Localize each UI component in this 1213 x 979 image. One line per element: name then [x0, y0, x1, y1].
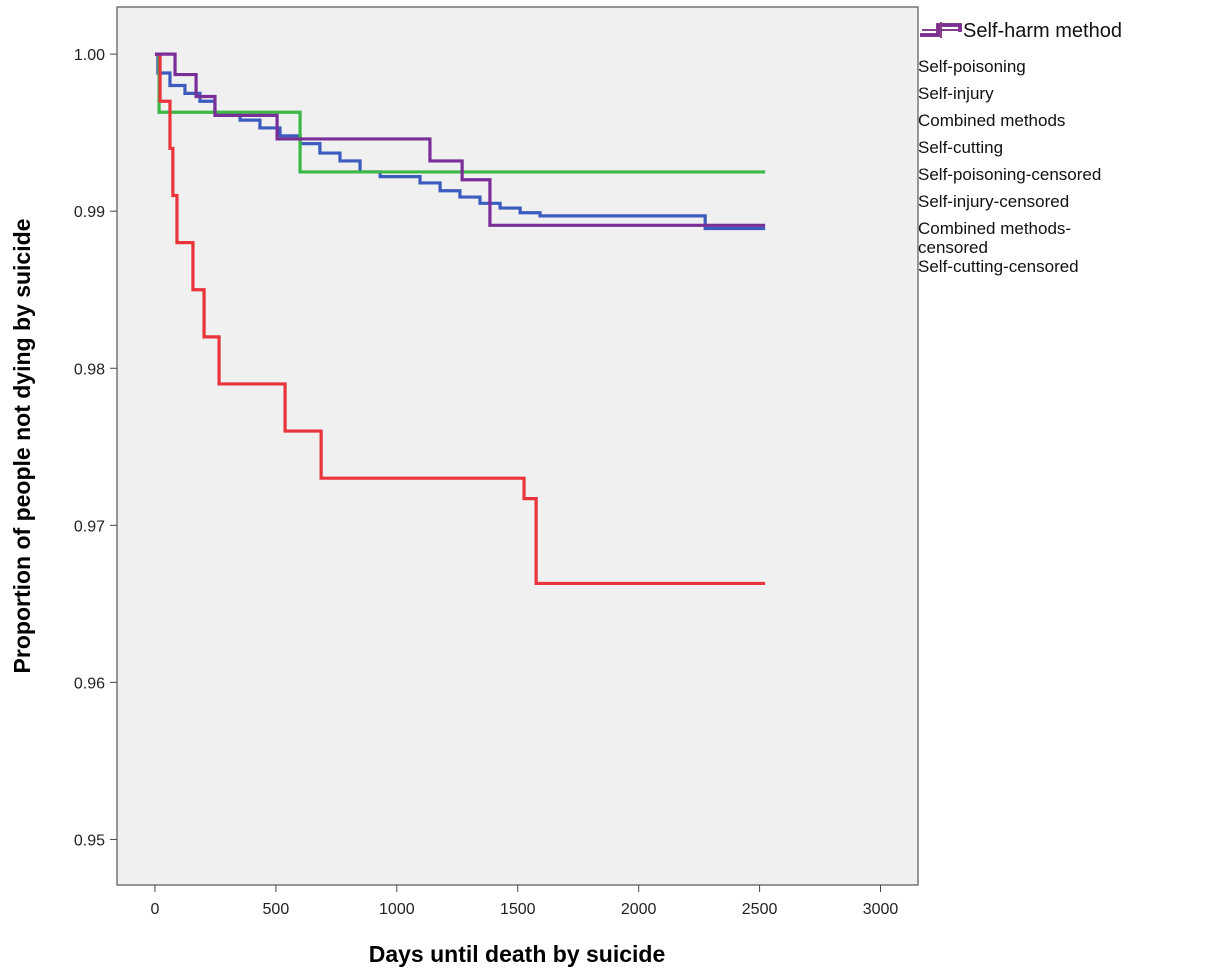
legend-item: Self-poisoning [918, 23, 1208, 84]
legend-item: Self-poisoning-censored [918, 22, 1208, 192]
x-tick-label: 1500 [500, 901, 536, 918]
legend-label: Self-cutting-censored [918, 257, 1079, 276]
x-tick-label: 2500 [742, 901, 778, 918]
legend-title: Self-harm method [963, 20, 1122, 42]
x-tick-label: 1000 [379, 901, 415, 918]
x-tick-label: 500 [263, 901, 290, 918]
x-tick-label: 3000 [863, 901, 899, 918]
legend-swatch [920, 23, 962, 37]
x-tick-label: 2000 [621, 901, 657, 918]
y-tick-label: 0.99 [74, 204, 105, 221]
legend-line [920, 23, 962, 37]
survival-line [154, 52, 766, 231]
legend-label: Self-poisoning [918, 57, 1026, 76]
legend-label: Combined methods-censored [918, 219, 1072, 257]
legend-label: Self-cutting [918, 138, 1004, 157]
y-tick-label: 0.98 [74, 361, 105, 378]
legend-item: Self-cutting [918, 23, 1208, 165]
legend-item: Self-injury [918, 23, 1208, 111]
legend-item: Self-injury-censored [918, 22, 1208, 219]
x-axis-title: Days until death by suicide [369, 941, 666, 967]
legend-item: Combined methods-censored [918, 22, 1208, 257]
y-tick-label: 1.00 [74, 47, 105, 64]
legend-label: Self-poisoning-censored [918, 165, 1102, 184]
legend-label: Combined methods [918, 111, 1066, 130]
plot-area [116, 6, 919, 886]
y-tick-label: 0.95 [74, 832, 105, 849]
legend-label: Self-injury-censored [918, 192, 1070, 211]
x-tick-label: 0 [151, 901, 160, 918]
legend-item: Self-cutting-censored [918, 22, 1208, 284]
legend-label: Self-injury [918, 84, 994, 103]
y-tick-label: 0.96 [74, 675, 105, 692]
legend-swatch [922, 22, 960, 38]
survival-line [154, 52, 766, 586]
legend: Self-harm method Self-poisoning Self-inju… [918, 20, 1208, 284]
survival-line [154, 52, 766, 227]
legend-item: Combined methods [918, 23, 1208, 138]
y-tick-label: 0.97 [74, 518, 105, 535]
y-axis-title: Proportion of people not dying by suicid… [9, 219, 35, 674]
